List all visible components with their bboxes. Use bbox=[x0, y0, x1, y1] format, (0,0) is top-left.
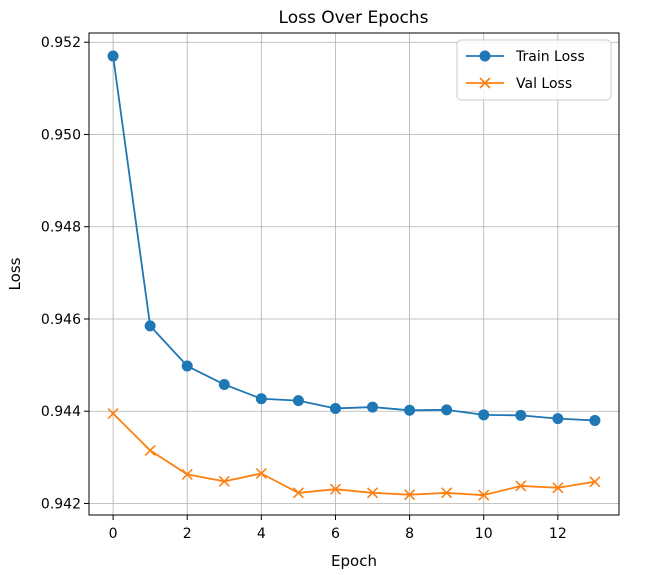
val-loss-point-stroke-b bbox=[552, 482, 564, 494]
y-axis-ticks: 0.942 0.944 0.946 0.948 0.950 0.952 bbox=[41, 35, 89, 512]
x-tick-label: 6 bbox=[331, 526, 340, 542]
val-loss-point-stroke-b bbox=[515, 480, 527, 492]
val-loss-point-stroke-b bbox=[255, 467, 267, 480]
x-tick-label: 10 bbox=[475, 526, 493, 542]
val-loss-point-stroke-b bbox=[144, 444, 156, 456]
val-loss-point bbox=[441, 487, 453, 499]
train-loss-point bbox=[255, 393, 267, 405]
val-loss-point bbox=[144, 444, 156, 456]
y-tick-label: 0.944 bbox=[41, 404, 81, 420]
train-loss-line bbox=[112, 55, 595, 422]
legend-label-train-loss: Train Loss bbox=[515, 49, 585, 65]
y-tick-label: 0.942 bbox=[41, 496, 81, 512]
val-loss-point bbox=[181, 468, 193, 480]
legend-marker-val-loss-stroke-b bbox=[479, 77, 491, 89]
train-loss-point bbox=[292, 395, 304, 407]
x-tick-label: 2 bbox=[183, 526, 192, 542]
val-loss-point-stroke-b bbox=[329, 483, 342, 495]
y-tick-label: 0.948 bbox=[41, 220, 81, 236]
legend: Train Loss Val Loss bbox=[456, 39, 612, 101]
val-loss-point bbox=[478, 489, 490, 501]
y-tick-label: 0.952 bbox=[41, 35, 81, 51]
train-loss-series bbox=[107, 50, 601, 426]
y-tick-label: 0.950 bbox=[41, 127, 81, 143]
train-loss-point bbox=[144, 320, 156, 332]
chart-title: Loss Over Epochs bbox=[279, 8, 429, 28]
val-loss-point bbox=[366, 487, 379, 499]
train-loss-point bbox=[441, 404, 453, 416]
x-axis-ticks: 0 2 4 6 8 10 12 bbox=[109, 515, 567, 542]
val-loss-point bbox=[404, 489, 416, 501]
series-layer bbox=[107, 50, 601, 501]
train-loss-point bbox=[478, 409, 490, 421]
x-tick-label: 4 bbox=[257, 526, 266, 542]
val-loss-point bbox=[218, 475, 230, 487]
train-loss-point bbox=[329, 402, 341, 414]
x-tick-label: 0 bbox=[109, 526, 118, 542]
val-loss-point bbox=[552, 482, 564, 494]
val-loss-point-stroke-b bbox=[366, 487, 379, 499]
val-loss-point-stroke-b bbox=[478, 489, 490, 501]
plot-frame bbox=[88, 32, 620, 516]
val-loss-point-stroke-b bbox=[404, 489, 416, 501]
x-tick-label: 8 bbox=[405, 526, 414, 542]
x-axis-label: Epoch bbox=[331, 552, 377, 570]
train-loss-point bbox=[367, 401, 379, 413]
train-loss-point bbox=[404, 404, 416, 416]
train-loss-point bbox=[218, 378, 230, 390]
val-loss-point-stroke-b bbox=[218, 475, 230, 487]
val-loss-point-stroke-b bbox=[292, 487, 304, 499]
grid-lines bbox=[89, 33, 619, 515]
y-tick-label: 0.946 bbox=[41, 312, 81, 328]
val-loss-point bbox=[255, 467, 267, 480]
legend-label-val-loss: Val Loss bbox=[516, 76, 572, 92]
train-loss-point bbox=[552, 413, 564, 425]
val-loss-point-stroke-b bbox=[441, 487, 453, 499]
val-loss-point-stroke-b bbox=[107, 407, 119, 420]
x-tick-label: 12 bbox=[549, 526, 567, 542]
legend-marker-train-loss bbox=[479, 50, 491, 62]
val-loss-point-stroke-b bbox=[181, 468, 193, 480]
y-axis-label: Loss bbox=[6, 257, 24, 290]
val-loss-point bbox=[107, 407, 119, 420]
val-loss-point bbox=[292, 487, 304, 499]
train-loss-point bbox=[589, 414, 601, 426]
val-loss-point-stroke-b bbox=[589, 476, 601, 488]
train-loss-point bbox=[515, 409, 527, 421]
val-loss-point bbox=[589, 476, 601, 488]
train-loss-point bbox=[181, 360, 193, 372]
legend-box bbox=[456, 39, 612, 101]
val-loss-line bbox=[112, 412, 596, 497]
legend-marker-val-loss bbox=[479, 77, 491, 89]
val-loss-series bbox=[107, 407, 601, 501]
val-loss-point bbox=[329, 483, 342, 495]
train-loss-point bbox=[107, 50, 119, 62]
val-loss-point bbox=[515, 480, 527, 492]
